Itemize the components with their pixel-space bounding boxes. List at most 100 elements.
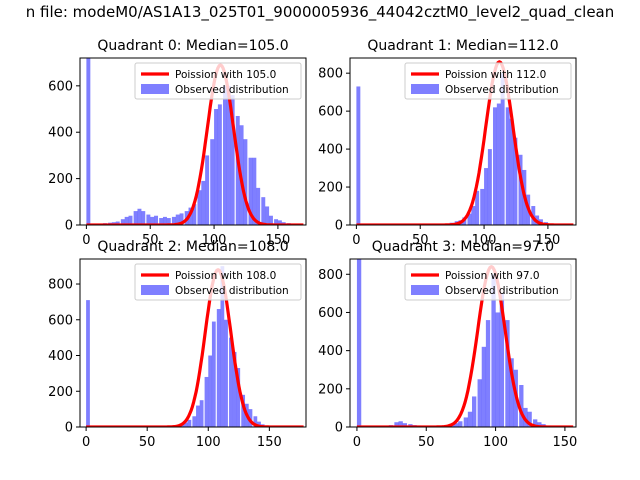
histogram-bar [171,216,176,225]
histogram-bar [467,411,473,427]
x-tick-label: 150 [257,435,282,450]
histogram-bar [210,139,215,225]
subplot-title: Quadrant 3: Median=97.0 [372,239,554,255]
histogram-bar [493,107,497,225]
y-tick-label: 400 [48,126,73,141]
axes-frame [79,258,307,428]
y-tick-label: 600 [48,79,73,94]
histogram-bar [183,422,188,427]
legend-box [404,263,572,301]
y-tick-label: 800 [318,67,343,82]
histogram-bar [261,197,266,225]
x-tick-label: 100 [196,435,221,450]
histogram-bar [513,137,518,225]
histogram-bar [175,214,180,225]
histogram-bar [248,409,253,427]
histogram-bar [274,219,279,225]
histogram-bar [458,421,463,427]
histogram-bar [356,86,361,225]
y-tick-label: 600 [48,313,73,328]
histogram-bar [509,358,514,427]
subplot-grid: Quadrant 0: Median=105.0 0 50 100 150 0 200 400… [48,38,577,450]
subplot-quadrant-0: Quadrant 0: Median=105.0 0 50 100 150 0 200 400… [48,38,307,248]
histogram-bar [472,396,477,427]
histogram-bar [537,422,542,427]
y-tick-label: 200 [318,181,343,196]
histogram-bar [133,211,138,225]
histogram-bar [196,405,200,427]
histogram-bar [252,157,257,225]
histogram-bar [484,168,489,225]
x-tick-label: 150 [535,233,560,248]
legend: Poission with 108.0 Observed distribution [134,263,302,301]
histogram-bar [236,368,241,427]
legend: Poission with 105.0 Observed distribution [134,62,302,100]
x-tick-label: 150 [265,233,290,248]
x-tick-label: 50 [412,233,429,248]
y-tick-label: 400 [318,143,343,158]
legend: Poission with 97.0 Observed distribution [404,263,572,301]
histogram-bar [229,337,233,427]
y-tick-label: 0 [65,421,73,436]
histogram-bar [146,214,151,225]
y-tick-label: 200 [48,385,73,400]
x-tick-label: 0 [352,233,360,248]
legend-box [404,62,572,100]
histogram-bar [453,423,459,427]
subplot-title: Quadrant 2: Median=108.0 [97,239,288,255]
histogram-bar [480,188,485,225]
fit-curve [356,60,574,225]
histogram-bar [124,216,129,225]
histogram-bar [475,190,480,225]
figure-suptitle: n file: modeM0/AS1A13_025T01_9000005936_… [26,3,615,22]
plot-area [356,60,574,225]
axes-frame [79,57,307,226]
legend-bar-swatch [411,84,439,94]
axes-frame [349,258,577,428]
histogram-bar [519,385,524,427]
histogram-bar [463,417,469,427]
histogram-bar [86,300,90,427]
histogram-bar [154,215,159,225]
histogram-bar [166,218,171,225]
legend-label: Poission with 112.0 [445,69,546,81]
axes-frame [349,57,577,226]
histogram-bar [220,266,225,427]
subplot-title: Quadrant 1: Median=112.0 [367,38,558,54]
histogram-bar [192,204,197,225]
histogram-bar [214,109,219,225]
histogram-bar [137,208,142,225]
histogram-bar [467,213,472,225]
histogram-bar [230,95,235,225]
legend-bar-swatch [141,285,169,295]
x-tick-label: 100 [483,435,508,450]
histogram-bar [500,73,505,225]
histogram-bar [226,85,231,225]
y-tick-label: 200 [318,382,343,397]
histogram-bar [509,118,514,225]
histogram-bar [192,416,197,427]
legend-label: Poission with 105.0 [175,69,276,81]
legend-label: Observed distribution [445,84,559,96]
histogram-bar [208,355,213,427]
histogram-bar [197,190,202,225]
histogram-bar [496,103,501,225]
y-tick-label: 0 [335,219,343,234]
histogram-bar [115,221,120,225]
histogram-bar [248,157,253,225]
x-tick-label: 0 [82,233,90,248]
x-tick-label: 0 [353,435,361,450]
plot-area [85,266,304,427]
histogram-bar [179,213,184,225]
legend-label: Poission with 108.0 [175,270,276,282]
histogram-bar [205,155,210,225]
y-tick-label: 400 [318,344,343,359]
x-tick-label: 100 [202,233,227,248]
subplot-quadrant-3: Quadrant 3: Median=97.0 0 50 100 150 0 200 400 6… [318,239,577,450]
histogram-bar [232,351,237,427]
histogram-bar [527,411,532,427]
histogram-bar [199,400,204,427]
subplot-quadrant-2: Quadrant 2: Median=108.0 0 50 100 150 0 200 400… [48,239,307,450]
histogram-bar [257,421,261,427]
